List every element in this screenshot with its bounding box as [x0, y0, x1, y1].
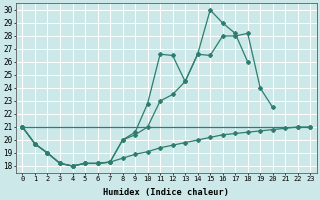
X-axis label: Humidex (Indice chaleur): Humidex (Indice chaleur) [103, 188, 229, 197]
